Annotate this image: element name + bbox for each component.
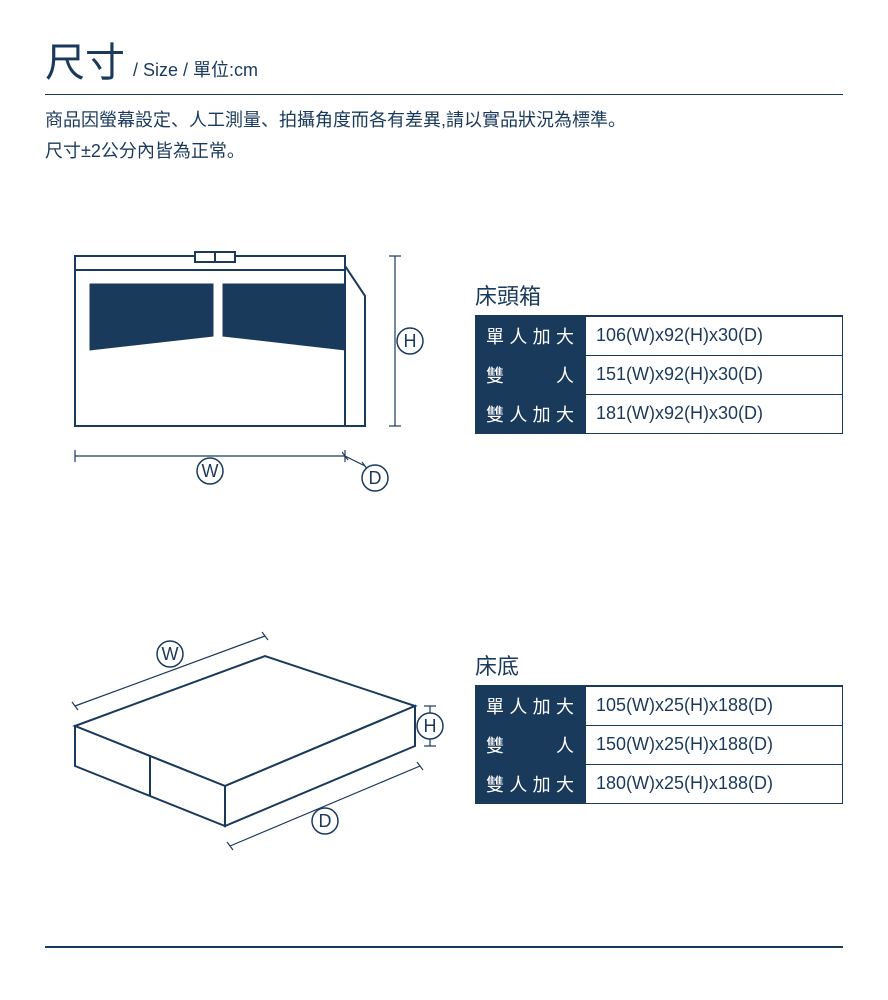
headboard-section: H W D 床頭箱 單人加大 106(W)x92(H)x30(D) 雙 人 15… [45,206,843,506]
headboard-title: 床頭箱 [475,279,843,316]
size-value: 180(W)x25(H)x188(D) [586,764,843,803]
bedbase-table-wrap: 床底 單人加大 105(W)x25(H)x188(D) 雙 人 150(W)x2… [475,649,843,804]
dim-w-label: W [162,644,179,664]
dim-w-label: W [202,461,219,481]
headboard-diagram: H W D [45,206,445,506]
size-label: 雙人加大 [476,764,586,803]
dim-h-label: H [404,331,417,351]
size-value: 105(W)x25(H)x188(D) [586,686,843,725]
table-row: 雙 人 150(W)x25(H)x188(D) [476,725,843,764]
size-value: 151(W)x92(H)x30(D) [586,355,843,394]
size-label: 雙 人 [476,725,586,764]
title-main: 尺寸 [45,30,125,88]
size-label: 單人加大 [476,316,586,355]
table-row: 單人加大 105(W)x25(H)x188(D) [476,686,843,725]
headboard-table-wrap: 床頭箱 單人加大 106(W)x92(H)x30(D) 雙 人 151(W)x9… [475,279,843,434]
bedbase-diagram: W H D [45,576,445,876]
size-value: 106(W)x92(H)x30(D) [586,316,843,355]
bottom-divider [45,946,843,948]
table-row: 雙人加大 181(W)x92(H)x30(D) [476,394,843,433]
description: 商品因螢幕設定、人工測量、拍攝角度而各有差異,請以實品狀況為標準。 尺寸±2公分… [45,105,843,166]
dim-d-label: D [319,811,332,831]
desc-line-1: 商品因螢幕設定、人工測量、拍攝角度而各有差異,請以實品狀況為標準。 [45,105,843,136]
table-row: 雙人加大 180(W)x25(H)x188(D) [476,764,843,803]
bedbase-title: 床底 [475,649,843,686]
headboard-table: 單人加大 106(W)x92(H)x30(D) 雙 人 151(W)x92(H)… [475,316,843,434]
dim-h-label: H [424,716,437,736]
desc-line-2: 尺寸±2公分內皆為正常。 [45,136,843,167]
size-label: 雙 人 [476,355,586,394]
size-value: 150(W)x25(H)x188(D) [586,725,843,764]
title-row: 尺寸 / Size / 單位:cm [45,30,843,95]
title-subtitle: / Size / 單位:cm [133,56,258,82]
size-label: 雙人加大 [476,394,586,433]
table-row: 單人加大 106(W)x92(H)x30(D) [476,316,843,355]
bedbase-section: W H D 床底 單人加大 105(W)x25(H)x188(D) 雙 人 15… [45,576,843,876]
bedbase-table: 單人加大 105(W)x25(H)x188(D) 雙 人 150(W)x25(H… [475,686,843,804]
table-row: 雙 人 151(W)x92(H)x30(D) [476,355,843,394]
header-block: 尺寸 / Size / 單位:cm 商品因螢幕設定、人工測量、拍攝角度而各有差異… [45,30,843,166]
size-label: 單人加大 [476,686,586,725]
dim-d-label: D [369,468,382,488]
size-value: 181(W)x92(H)x30(D) [586,394,843,433]
